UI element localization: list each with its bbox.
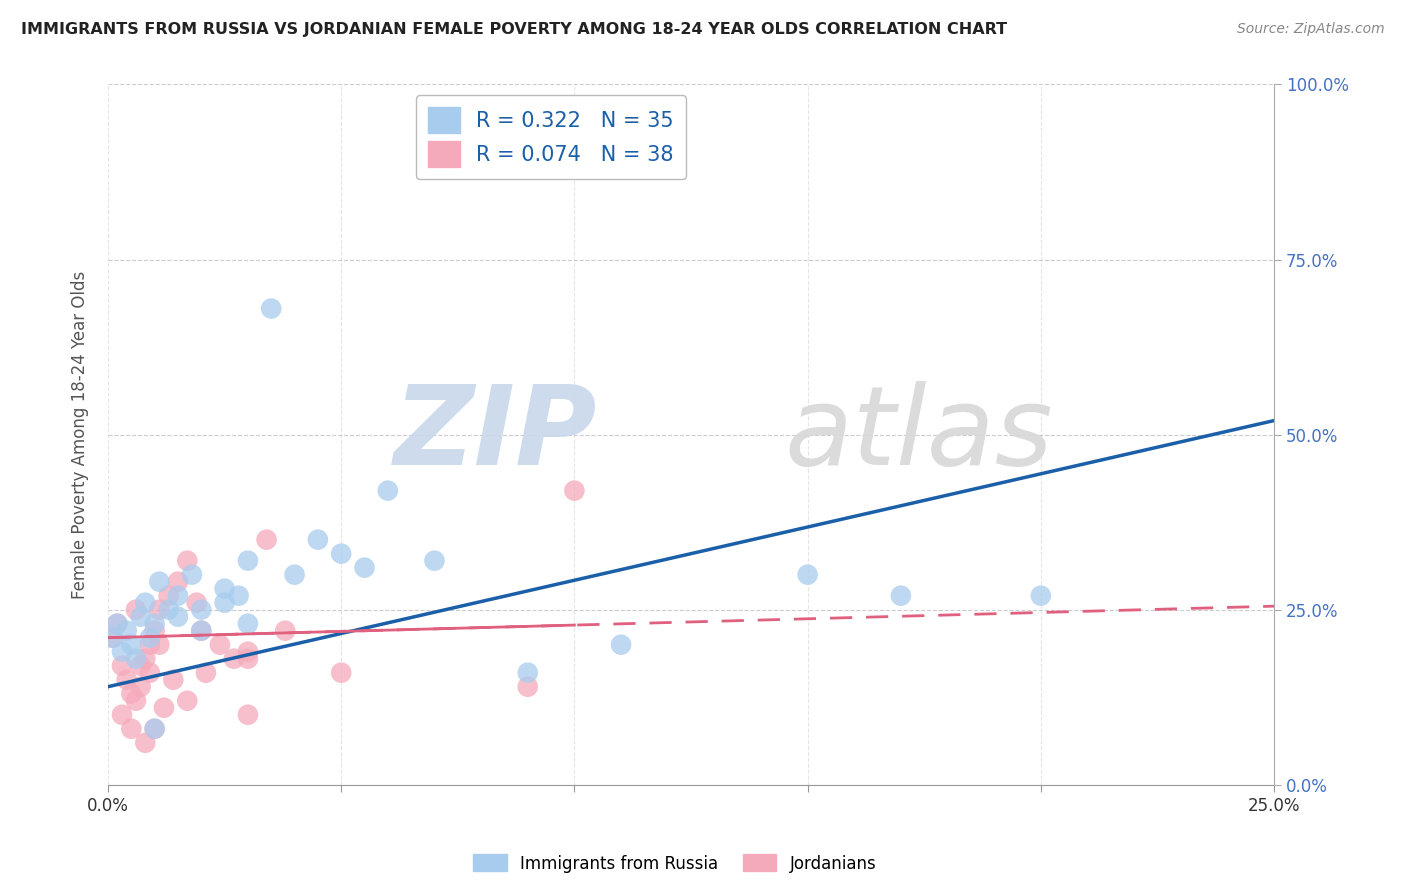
Point — [129, 658, 152, 673]
Point — [115, 624, 138, 638]
Point — [423, 554, 446, 568]
Point — [377, 483, 399, 498]
Point — [139, 638, 162, 652]
Point — [148, 602, 170, 616]
Point — [148, 574, 170, 589]
Point — [139, 631, 162, 645]
Point — [167, 574, 190, 589]
Point — [186, 596, 208, 610]
Point — [157, 602, 180, 616]
Point — [148, 638, 170, 652]
Point — [564, 483, 586, 498]
Point — [143, 722, 166, 736]
Point — [111, 645, 134, 659]
Point — [236, 616, 259, 631]
Point — [139, 665, 162, 680]
Point — [120, 687, 142, 701]
Point — [115, 673, 138, 687]
Point — [125, 651, 148, 665]
Point — [307, 533, 329, 547]
Point — [208, 638, 231, 652]
Point — [228, 589, 250, 603]
Point — [214, 582, 236, 596]
Point — [194, 665, 217, 680]
Point — [125, 694, 148, 708]
Point — [1029, 589, 1052, 603]
Text: Source: ZipAtlas.com: Source: ZipAtlas.com — [1237, 22, 1385, 37]
Point — [190, 602, 212, 616]
Point — [105, 616, 128, 631]
Y-axis label: Female Poverty Among 18-24 Year Olds: Female Poverty Among 18-24 Year Olds — [72, 270, 89, 599]
Point — [256, 533, 278, 547]
Point — [134, 596, 156, 610]
Point — [796, 567, 818, 582]
Point — [134, 651, 156, 665]
Point — [236, 651, 259, 665]
Point — [516, 665, 538, 680]
Point — [283, 567, 305, 582]
Text: IMMIGRANTS FROM RUSSIA VS JORDANIAN FEMALE POVERTY AMONG 18-24 YEAR OLDS CORRELA: IMMIGRANTS FROM RUSSIA VS JORDANIAN FEMA… — [21, 22, 1007, 37]
Point — [190, 624, 212, 638]
Point — [143, 616, 166, 631]
Point — [176, 554, 198, 568]
Point — [274, 624, 297, 638]
Legend: R = 0.322   N = 35, R = 0.074   N = 38: R = 0.322 N = 35, R = 0.074 N = 38 — [416, 95, 686, 179]
Legend: Immigrants from Russia, Jordanians: Immigrants from Russia, Jordanians — [467, 847, 883, 880]
Point — [120, 638, 142, 652]
Point — [157, 589, 180, 603]
Point — [236, 645, 259, 659]
Point — [890, 589, 912, 603]
Point — [143, 624, 166, 638]
Text: atlas: atlas — [785, 381, 1053, 488]
Point — [101, 631, 124, 645]
Text: ZIP: ZIP — [394, 381, 598, 488]
Point — [181, 567, 204, 582]
Point — [129, 609, 152, 624]
Point — [330, 547, 353, 561]
Point — [129, 680, 152, 694]
Point — [260, 301, 283, 316]
Point — [134, 736, 156, 750]
Point — [125, 602, 148, 616]
Point — [167, 589, 190, 603]
Point — [330, 665, 353, 680]
Point — [610, 638, 633, 652]
Point — [105, 616, 128, 631]
Point — [101, 631, 124, 645]
Point — [167, 609, 190, 624]
Point — [162, 673, 184, 687]
Point — [143, 722, 166, 736]
Point — [236, 554, 259, 568]
Point — [111, 658, 134, 673]
Point — [236, 707, 259, 722]
Point — [111, 707, 134, 722]
Point — [516, 680, 538, 694]
Point — [190, 624, 212, 638]
Point — [222, 651, 245, 665]
Point — [176, 694, 198, 708]
Point — [214, 596, 236, 610]
Point — [353, 560, 375, 574]
Point — [153, 700, 176, 714]
Point — [120, 722, 142, 736]
